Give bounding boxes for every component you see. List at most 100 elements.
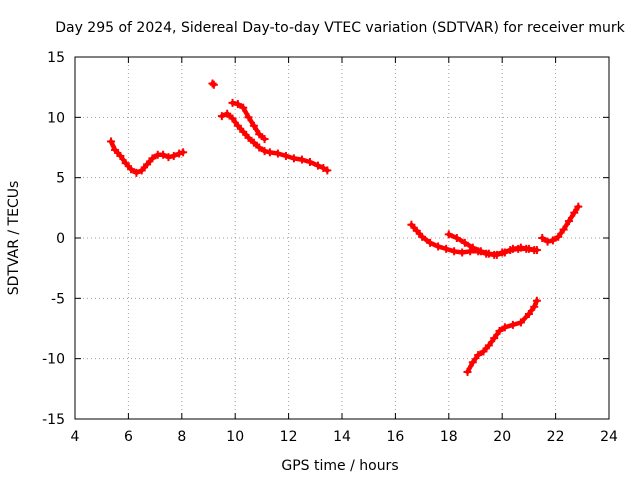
series-arc-5 xyxy=(407,220,539,259)
data-point xyxy=(137,166,146,175)
x-tick-label: 16 xyxy=(386,429,404,445)
y-axis-label: SDTVAR / TECUs xyxy=(6,181,22,296)
x-tick-label: 24 xyxy=(600,429,618,445)
data-point xyxy=(143,160,152,169)
y-tick-label: -10 xyxy=(42,352,65,368)
data-point xyxy=(574,202,583,211)
data-point xyxy=(239,103,248,112)
grid xyxy=(75,57,609,419)
data-point xyxy=(495,326,504,335)
y-tick-label: -15 xyxy=(42,412,65,428)
x-tick-label: 4 xyxy=(71,429,80,445)
data-point xyxy=(249,138,258,147)
data-point xyxy=(479,347,488,356)
data-point xyxy=(548,236,557,245)
data-point xyxy=(323,166,332,175)
data-point xyxy=(474,351,483,360)
data-point xyxy=(444,230,453,239)
data-point xyxy=(516,318,525,327)
data-point xyxy=(460,238,469,247)
data-point xyxy=(255,143,264,152)
data-point xyxy=(476,247,485,256)
data-point xyxy=(463,367,472,376)
data-point xyxy=(570,208,579,217)
data-point xyxy=(107,137,116,146)
x-tick-label: 8 xyxy=(177,429,186,445)
series-arc-4 xyxy=(228,98,269,144)
x-axis-label: GPS time / hours xyxy=(281,458,398,474)
x-tick-label: 12 xyxy=(280,429,298,445)
x-tick-label: 22 xyxy=(547,429,565,445)
data-point xyxy=(484,249,493,258)
series-arc-2 xyxy=(208,79,218,89)
series-arc-8 xyxy=(463,296,541,376)
data-point xyxy=(121,159,130,168)
data-point xyxy=(434,242,443,251)
data-point xyxy=(233,100,242,109)
data-point xyxy=(260,147,269,156)
chart-title: Day 295 of 2024, Sidereal Day-to-day VTE… xyxy=(55,20,625,36)
data-point xyxy=(458,248,467,257)
data-point xyxy=(532,246,541,255)
data-point xyxy=(260,135,269,144)
data-point xyxy=(179,148,188,157)
data-point xyxy=(554,232,563,241)
data-point xyxy=(249,121,258,130)
axis-ticks: 4 6 8 10 12 14 16 18 20 22 24 -15 -10 -5 0 5 10 15 xyxy=(42,50,618,445)
data-point xyxy=(209,80,218,89)
data-point xyxy=(159,150,168,159)
data-point xyxy=(319,164,328,173)
y-tick-label: 10 xyxy=(47,110,65,126)
data-point xyxy=(442,244,451,253)
data-point xyxy=(228,114,237,123)
data-point xyxy=(208,79,217,88)
data-point xyxy=(289,154,298,163)
data-point xyxy=(508,244,517,253)
data-point xyxy=(233,121,242,130)
data-point xyxy=(273,149,282,158)
data-point xyxy=(407,220,416,229)
data-point xyxy=(500,323,509,332)
x-tick-label: 10 xyxy=(226,429,244,445)
series-arc-6 xyxy=(444,230,541,259)
x-tick-label: 20 xyxy=(493,429,511,445)
y-tick-label: 15 xyxy=(47,50,65,66)
data-point xyxy=(524,310,533,319)
data-point xyxy=(223,109,232,118)
data-point xyxy=(116,151,125,160)
x-tick-label: 18 xyxy=(440,429,458,445)
data-point xyxy=(426,238,435,247)
data-point xyxy=(281,151,290,160)
data-point xyxy=(490,334,499,343)
data-point xyxy=(305,157,314,166)
data-point xyxy=(559,225,568,234)
data-point xyxy=(244,133,253,142)
data-point xyxy=(244,113,253,122)
data-point xyxy=(524,244,533,253)
data-point xyxy=(297,155,306,164)
data-point xyxy=(468,358,477,367)
data-point xyxy=(239,127,248,136)
series-arc-7 xyxy=(538,202,583,246)
data-point xyxy=(228,98,237,107)
data-point xyxy=(516,243,525,252)
data-point xyxy=(313,161,322,170)
data-point xyxy=(164,153,173,162)
data-point xyxy=(169,151,178,160)
data-point xyxy=(265,148,274,157)
data-point xyxy=(111,145,120,154)
data-point xyxy=(450,247,459,256)
data-point xyxy=(412,226,421,235)
data-point xyxy=(538,234,547,242)
data-point xyxy=(452,234,461,242)
data-point xyxy=(175,149,184,158)
data-point xyxy=(530,302,539,311)
data-point xyxy=(492,250,501,259)
data-point xyxy=(500,248,509,257)
y-tick-label: -5 xyxy=(51,291,65,307)
data-point xyxy=(148,154,157,163)
data-point xyxy=(127,165,136,174)
data-point xyxy=(468,243,477,252)
data-point xyxy=(543,237,552,246)
